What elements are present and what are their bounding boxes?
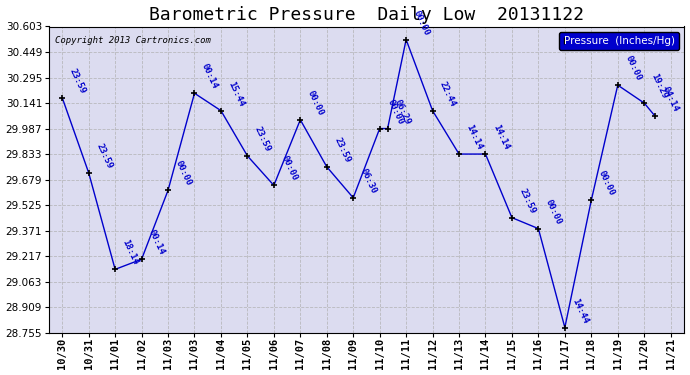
Text: 00:14: 00:14: [200, 62, 219, 90]
Text: 15:44: 15:44: [226, 80, 246, 108]
Text: 06:30: 06:30: [359, 167, 378, 195]
Legend: Pressure  (Inches/Hg): Pressure (Inches/Hg): [560, 32, 679, 50]
Text: 14:44: 14:44: [571, 297, 590, 325]
Text: 06:29: 06:29: [393, 98, 413, 126]
Text: 00:00: 00:00: [544, 198, 564, 226]
Text: 00:00: 00:00: [174, 159, 193, 188]
Text: 00:00: 00:00: [385, 98, 405, 126]
Text: 23:59: 23:59: [253, 125, 273, 153]
Text: 23:59: 23:59: [333, 136, 352, 164]
Text: 23:59: 23:59: [68, 67, 88, 95]
Text: Copyright 2013 Cartronics.com: Copyright 2013 Cartronics.com: [55, 36, 211, 45]
Text: 00:00: 00:00: [279, 154, 299, 183]
Text: 23:59: 23:59: [95, 142, 114, 170]
Text: 23:59: 23:59: [518, 187, 537, 215]
Text: 19:29: 19:29: [650, 72, 669, 100]
Text: 00:14: 00:14: [147, 228, 167, 256]
Text: 22:44: 22:44: [438, 80, 457, 108]
Text: 18:14: 18:14: [121, 238, 140, 267]
Text: 00:00: 00:00: [306, 89, 326, 117]
Text: 00:00: 00:00: [623, 54, 643, 82]
Text: 00:00: 00:00: [597, 170, 616, 198]
Text: 04:14: 04:14: [660, 85, 680, 113]
Text: 14:14: 14:14: [491, 123, 511, 151]
Text: 00:00: 00:00: [412, 9, 431, 37]
Text: 14:14: 14:14: [464, 123, 484, 151]
Title: Barometric Pressure  Daily Low  20131122: Barometric Pressure Daily Low 20131122: [149, 6, 584, 24]
